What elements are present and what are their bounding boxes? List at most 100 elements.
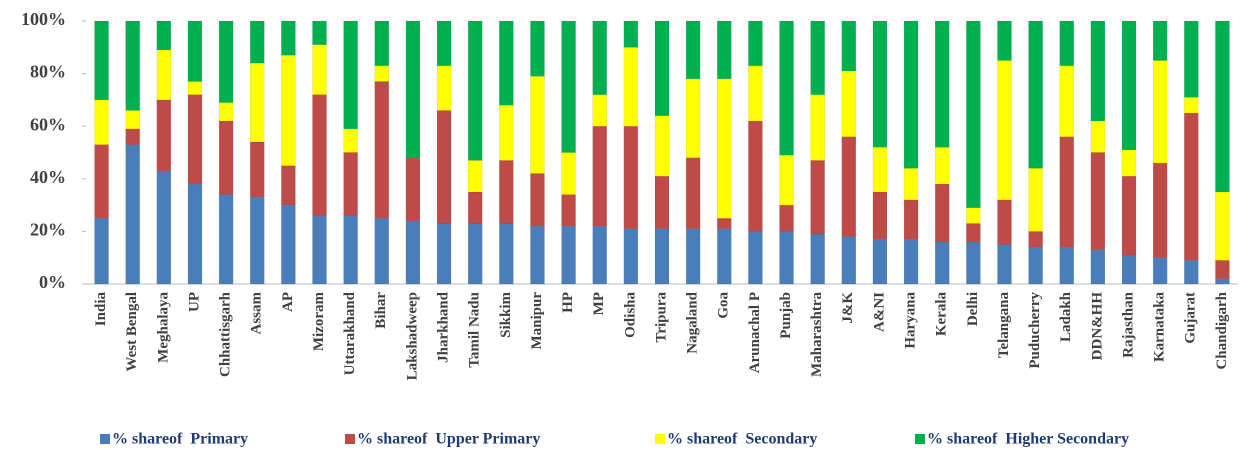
bar-segment xyxy=(748,65,763,122)
bar-segment xyxy=(187,81,203,95)
bar-segment xyxy=(281,204,296,285)
bar-segment xyxy=(903,168,919,201)
x-tick-label: Kerala xyxy=(934,292,950,337)
x-tick-label: Sikkim xyxy=(498,291,514,337)
x-tick-label: A&NI xyxy=(871,292,887,332)
legend-label: % shareof Upper Primary xyxy=(357,431,540,448)
bar-segment xyxy=(592,20,607,95)
bar-segment xyxy=(685,157,701,230)
bar-segment xyxy=(94,144,109,219)
bar-segment xyxy=(467,191,483,224)
bar-segment xyxy=(1059,20,1075,66)
x-tick-label: Telangana xyxy=(996,292,1012,359)
x-tick-label: Arunachal P xyxy=(747,292,763,373)
bar-segment xyxy=(1152,162,1168,258)
legend-swatch xyxy=(655,434,665,444)
x-tick-label: Uttarakhand xyxy=(342,291,358,375)
bar-segment xyxy=(218,194,234,285)
bar-segment xyxy=(1152,60,1168,164)
bar-segment xyxy=(249,62,265,143)
bar-segment xyxy=(530,20,545,77)
bar-segment xyxy=(1184,20,1199,98)
bar-segment xyxy=(1121,175,1137,256)
bar-segment xyxy=(623,20,639,48)
bar-segment xyxy=(779,204,794,232)
bar-segment xyxy=(1059,65,1075,137)
legend-label: % shareof Higher Secondary xyxy=(927,431,1129,448)
x-tick-label: Jharkhand xyxy=(435,291,451,363)
y-tick-label: 60% xyxy=(30,114,66,134)
bar-segment xyxy=(1028,231,1043,248)
bar-segment xyxy=(249,141,265,198)
bar-segment xyxy=(94,218,109,285)
bar-segment xyxy=(343,128,358,153)
bar-segment xyxy=(467,223,483,285)
bar-segment xyxy=(810,94,825,161)
x-tick-label: Goa xyxy=(716,292,732,319)
bar-segment xyxy=(1215,191,1230,261)
y-tick-label: 20% xyxy=(30,220,66,240)
x-tick-label: Bihar xyxy=(373,292,389,329)
bar-segment xyxy=(561,152,576,195)
bar-segment xyxy=(312,20,327,45)
bar-segment xyxy=(1028,246,1043,285)
bar-segment xyxy=(934,183,950,243)
y-tick-label: 80% xyxy=(30,62,66,82)
bar-segment xyxy=(903,199,919,240)
x-tick-label: Puducherry xyxy=(1027,292,1043,369)
x-tick-label: Haryana xyxy=(903,292,919,349)
bar-segment xyxy=(903,20,919,169)
x-tick-label: Rajasthan xyxy=(1120,291,1136,358)
legend-swatch xyxy=(915,434,925,444)
bar-segment xyxy=(966,20,981,208)
bar-segment xyxy=(1028,20,1043,169)
bar-segment xyxy=(436,20,452,66)
bar-segment xyxy=(561,225,576,285)
bar-segment xyxy=(499,20,514,106)
x-tick-label: Tamil Nadu xyxy=(467,292,483,368)
bar-segment xyxy=(218,120,234,195)
bar-segment xyxy=(218,20,234,103)
bar-segment xyxy=(717,228,732,285)
bar-segment xyxy=(779,20,794,156)
bar-segment xyxy=(125,144,140,285)
bar-segment xyxy=(934,146,950,185)
bar-segment xyxy=(467,20,483,161)
bar-segment xyxy=(561,194,576,227)
x-tick-label: Nagaland xyxy=(685,291,701,353)
bar-segment xyxy=(966,223,981,243)
bar-segment xyxy=(249,20,265,64)
bar-segment xyxy=(810,233,825,285)
bar-segment xyxy=(748,120,763,232)
bar-segment xyxy=(685,228,701,285)
bar-segment xyxy=(872,146,888,193)
bar-segment xyxy=(281,20,296,56)
legend-label: % shareof Secondary xyxy=(667,431,817,448)
bar-segment xyxy=(343,20,358,130)
bar-segment xyxy=(156,49,172,101)
bar-segment xyxy=(779,154,794,206)
bar-segment xyxy=(1184,260,1199,285)
bar-segment xyxy=(1059,136,1075,248)
legend-swatch xyxy=(100,434,110,444)
x-tick-label: Lakshadweep xyxy=(404,292,420,380)
x-tick-label: Ladakh xyxy=(1058,291,1074,342)
bar-segment xyxy=(467,160,483,193)
bar-segment xyxy=(156,99,172,172)
bar-segment xyxy=(1152,257,1168,285)
bar-segment xyxy=(623,47,639,127)
bar-segment xyxy=(748,231,763,285)
bar-segment xyxy=(281,54,296,166)
bar-segment xyxy=(156,20,172,51)
bar-segment xyxy=(312,94,327,216)
bar-segment xyxy=(810,160,825,235)
bar-segment xyxy=(685,78,701,159)
bar-segment xyxy=(997,244,1012,285)
bar-segment xyxy=(872,191,888,240)
x-tick-label: Gujarat xyxy=(1183,292,1199,344)
bar-segment xyxy=(592,225,607,285)
x-tick-label: West Bengal xyxy=(124,292,140,372)
bar-segment xyxy=(841,236,857,285)
bar-segment xyxy=(218,102,234,122)
